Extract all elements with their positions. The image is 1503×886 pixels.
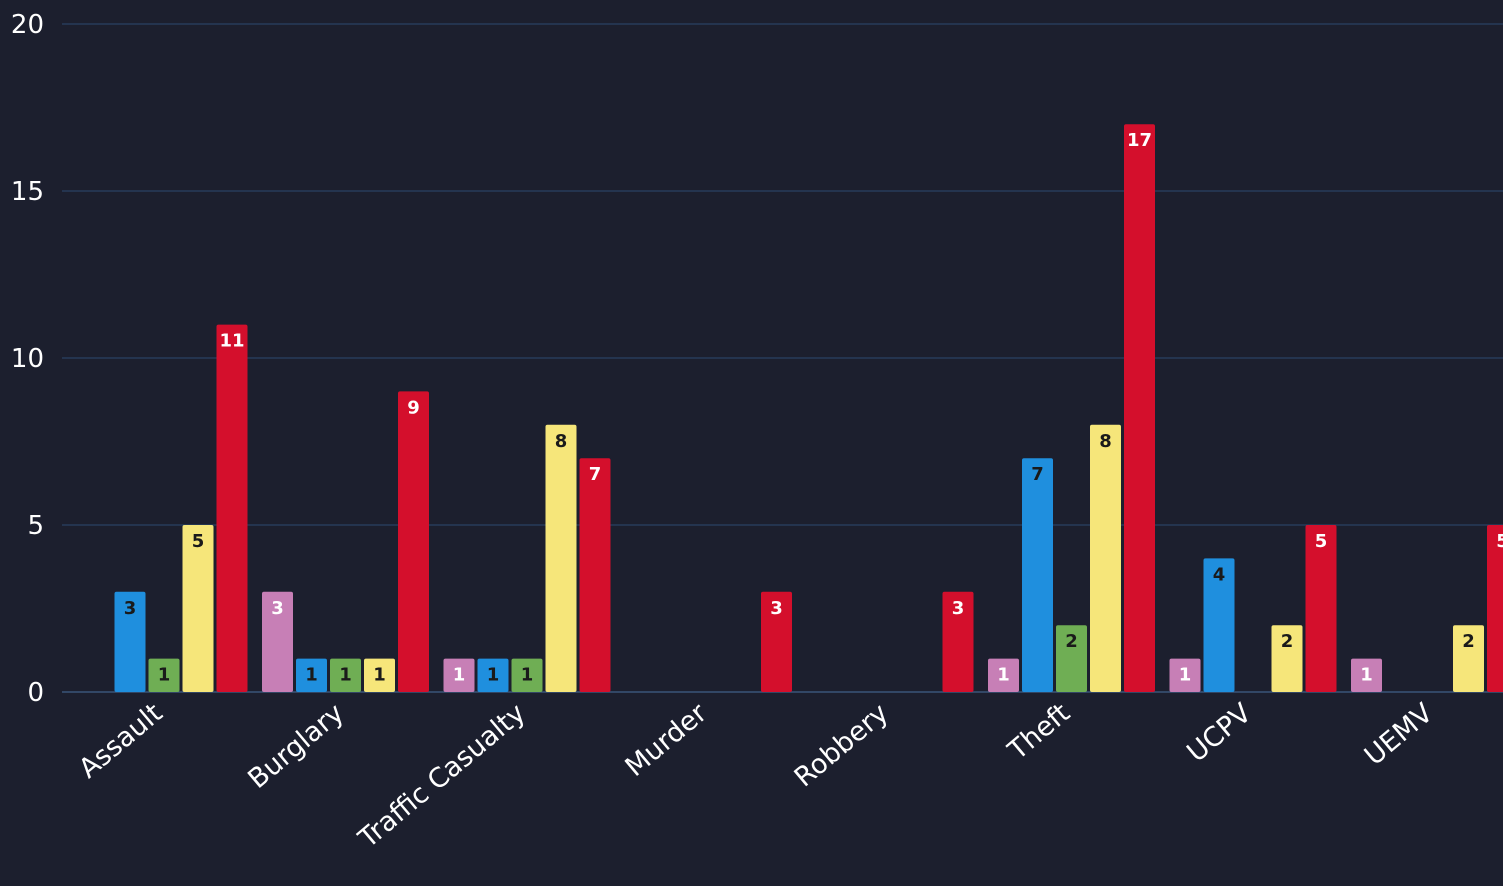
- data-label: 7: [589, 464, 602, 485]
- data-label: 1: [997, 665, 1010, 686]
- category-label: Burglary: [242, 698, 350, 795]
- bar: [398, 391, 429, 692]
- category-label: Theft: [1002, 698, 1076, 767]
- bar: [477, 658, 509, 692]
- data-label: 8: [555, 431, 568, 452]
- data-label: 1: [487, 665, 500, 686]
- data-label: 1: [373, 665, 386, 686]
- bar: [1169, 658, 1201, 692]
- bar: [545, 424, 577, 692]
- bar: [942, 591, 974, 692]
- y-tick-label: 10: [11, 344, 44, 374]
- data-label: 8: [1099, 431, 1112, 452]
- bar: [1056, 625, 1087, 692]
- bar: [1487, 525, 1503, 692]
- bar: [1022, 458, 1053, 692]
- y-axis-ticks: 0 5 10 15 20: [11, 10, 44, 708]
- bar: [761, 591, 792, 692]
- data-label: 2: [1462, 631, 1475, 652]
- bar: [114, 591, 146, 692]
- data-label: 2: [1281, 631, 1294, 652]
- data-label: 3: [952, 598, 965, 619]
- data-label: 1: [1360, 665, 1373, 686]
- y-tick-label: 15: [11, 177, 44, 207]
- bar: [148, 658, 180, 692]
- bar: [1090, 424, 1121, 692]
- bar: [296, 658, 327, 692]
- data-label: 1: [521, 665, 534, 686]
- bar: [182, 525, 214, 692]
- data-label: 9: [407, 397, 420, 418]
- bar: [364, 658, 395, 692]
- data-label: 5: [1315, 531, 1328, 552]
- data-label: 4: [1213, 564, 1226, 585]
- category-label: Murder: [620, 697, 714, 783]
- bar: [1203, 558, 1235, 692]
- data-label: 1: [158, 665, 171, 686]
- data-label: 1: [453, 665, 466, 686]
- bars: [114, 124, 1503, 692]
- bar: [216, 324, 248, 692]
- bar: [330, 658, 361, 692]
- bar: [1305, 525, 1337, 692]
- category-label: UCPV: [1181, 697, 1258, 768]
- data-label: 3: [124, 598, 137, 619]
- data-label: 17: [1127, 130, 1152, 151]
- data-label: 1: [339, 665, 352, 686]
- bar: [1453, 625, 1484, 692]
- y-tick-label: 5: [27, 511, 44, 541]
- category-label: Traffic Casualty: [352, 698, 531, 855]
- data-label: 1: [1179, 665, 1192, 686]
- category-label: Assault: [73, 698, 168, 785]
- y-tick-label: 20: [11, 10, 44, 40]
- data-label: 5: [1496, 531, 1503, 552]
- category-label: UEMV: [1359, 697, 1440, 772]
- data-label: 7: [1031, 464, 1044, 485]
- data-label: 3: [271, 598, 284, 619]
- bar: [1124, 124, 1155, 692]
- category-label: Robbery: [789, 698, 895, 794]
- y-tick-label: 0: [27, 678, 44, 708]
- bar: [579, 458, 611, 692]
- bar: [988, 658, 1019, 692]
- data-label: 1: [305, 665, 318, 686]
- category-labels: Assault Burglary Traffic Casualty Murder Rob…: [73, 697, 1439, 855]
- bar: [511, 658, 543, 692]
- bar: [443, 658, 475, 692]
- data-label: 5: [192, 531, 205, 552]
- bar: [262, 591, 293, 692]
- bar: [1351, 658, 1382, 692]
- data-label: 2: [1065, 631, 1078, 652]
- data-label: 11: [219, 331, 244, 352]
- data-label: 3: [770, 598, 783, 619]
- bar: [1271, 625, 1303, 692]
